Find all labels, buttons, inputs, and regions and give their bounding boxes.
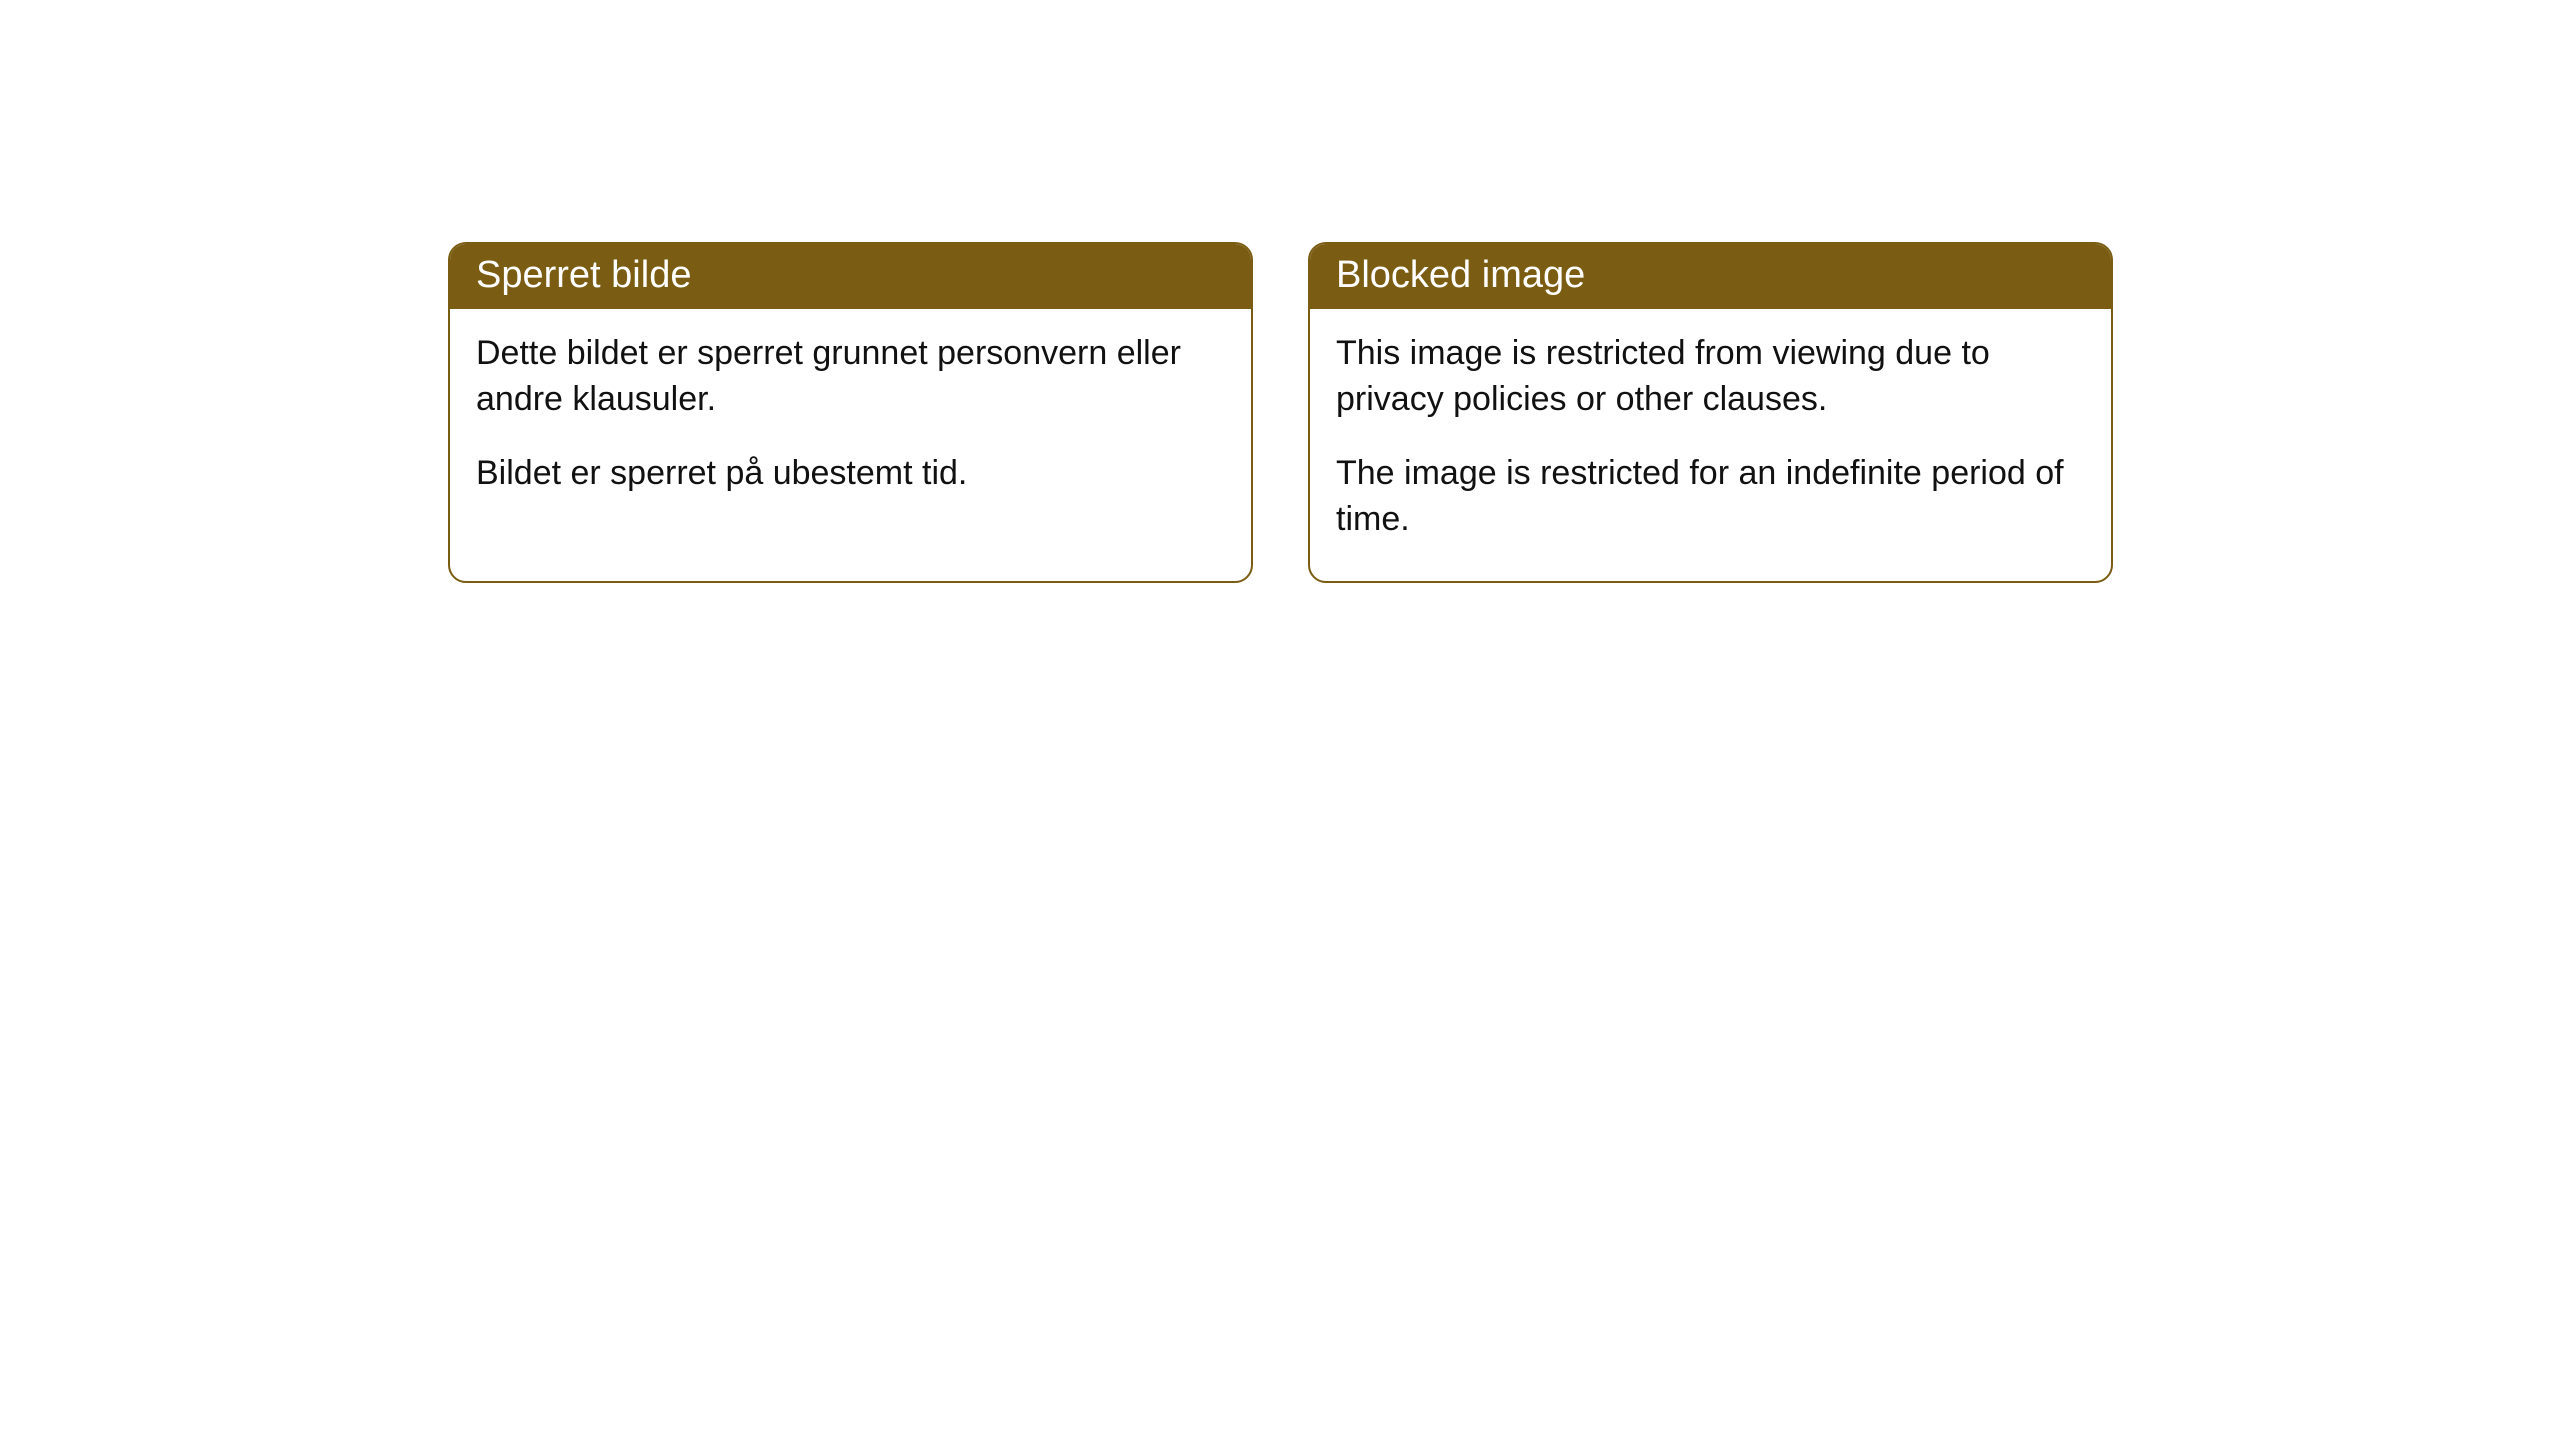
card-paragraph: Dette bildet er sperret grunnet personve…	[476, 331, 1225, 423]
card-paragraph: This image is restricted from viewing du…	[1336, 331, 2085, 423]
card-header: Blocked image	[1310, 244, 2111, 309]
card-body: Dette bildet er sperret grunnet personve…	[450, 309, 1251, 535]
blocked-image-card-no: Sperret bilde Dette bildet er sperret gr…	[448, 242, 1253, 583]
card-header: Sperret bilde	[450, 244, 1251, 309]
blocked-image-card-en: Blocked image This image is restricted f…	[1308, 242, 2113, 583]
card-paragraph: The image is restricted for an indefinit…	[1336, 451, 2085, 543]
notice-cards-container: Sperret bilde Dette bildet er sperret gr…	[0, 0, 2560, 583]
card-paragraph: Bildet er sperret på ubestemt tid.	[476, 451, 1225, 497]
card-body: This image is restricted from viewing du…	[1310, 309, 2111, 581]
